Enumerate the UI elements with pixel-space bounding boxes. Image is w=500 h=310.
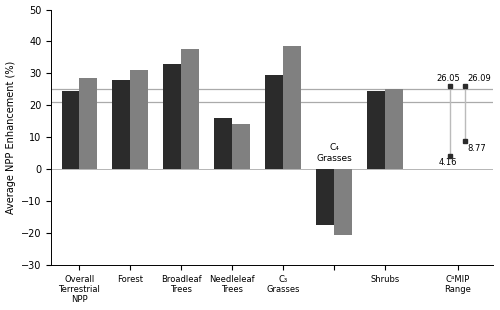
Bar	[316, 169, 334, 225]
Text: 8.77: 8.77	[468, 144, 486, 153]
Text: 4.16: 4.16	[439, 158, 458, 167]
Text: C₄
Grasses: C₄ Grasses	[316, 144, 352, 163]
Bar	[232, 125, 250, 169]
Bar	[164, 64, 181, 169]
Bar	[266, 75, 283, 169]
Bar	[181, 50, 199, 169]
Text: 26.05: 26.05	[436, 74, 460, 83]
Bar	[80, 78, 97, 169]
Bar	[130, 70, 148, 169]
Y-axis label: Average NPP Enhancement (%): Average NPP Enhancement (%)	[6, 61, 16, 214]
Bar	[334, 169, 352, 235]
Bar	[367, 91, 385, 169]
Bar	[62, 91, 80, 169]
Bar	[214, 118, 232, 169]
Bar	[283, 46, 301, 169]
Bar	[112, 80, 130, 169]
Text: 26.09: 26.09	[468, 74, 491, 83]
Bar	[385, 89, 403, 169]
